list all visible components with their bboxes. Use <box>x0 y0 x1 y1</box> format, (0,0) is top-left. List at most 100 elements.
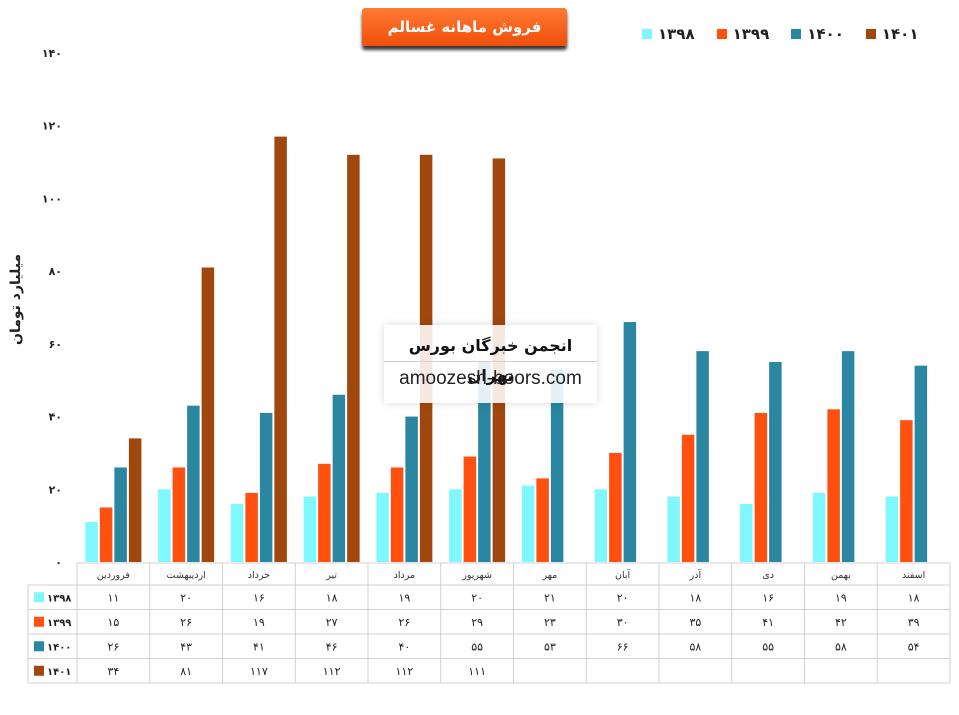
bar <box>230 503 244 562</box>
legend-item-1399: ۱۳۹۹ <box>716 25 769 43</box>
table-cell-value: ۱۸ <box>689 591 701 604</box>
bar <box>172 467 186 562</box>
bar <box>812 492 826 562</box>
y-tick-label: ۴۰ <box>49 411 62 424</box>
bar <box>536 478 549 562</box>
table-cell-value: ۴۱ <box>762 616 774 629</box>
bar-plot <box>85 136 928 563</box>
table-series-label: ۱۴۰۱ <box>47 667 71 678</box>
x-tick-label: آذر <box>689 568 702 581</box>
table-cell-value: ۴۲ <box>835 616 847 629</box>
table-series-label: ۱۳۹۸ <box>47 593 71 604</box>
bar <box>332 394 346 562</box>
table-cell-value: ۸۱ <box>180 665 192 678</box>
bar <box>274 136 287 562</box>
bar <box>754 412 768 562</box>
chart-title: فروش ماهانه غسالم <box>362 8 567 46</box>
table-cell-value: ۱۱ <box>107 591 119 604</box>
watermark-url: amoozesh-boors.com <box>399 368 582 389</box>
bar <box>478 362 491 562</box>
table-cell-value: ۱۶ <box>762 591 774 604</box>
bar <box>318 463 331 562</box>
legend-swatch-1401 <box>865 29 876 39</box>
table-cell-value: ۵۵ <box>762 640 774 653</box>
table-cell-value: ۴۶ <box>326 640 338 653</box>
table-cell-value: ۲۰ <box>180 591 192 604</box>
table-cell-value: ۲۰ <box>471 591 483 604</box>
bar <box>259 412 273 562</box>
bar <box>128 438 142 562</box>
x-tick-label: اردیبهشت <box>167 570 206 581</box>
table-cell-value: ۲۷ <box>326 616 338 629</box>
table-series-label: ۱۳۹۹ <box>47 618 71 629</box>
bar <box>158 489 171 562</box>
table-legend-swatch <box>34 616 44 627</box>
x-tick-label: مهر <box>542 570 558 581</box>
table-cell-value: ۴۱ <box>253 640 265 653</box>
bar <box>594 489 608 562</box>
table-series-label: ۱۴۰۰ <box>47 642 71 653</box>
y-tick-label: ۱۴۰ <box>42 47 62 60</box>
bar <box>900 420 913 562</box>
watermark: انجمن خبرگان بورس تهران amoozesh-boors.c… <box>384 325 597 403</box>
bar <box>376 492 389 562</box>
bar <box>85 522 98 562</box>
bar <box>769 362 782 562</box>
table-cell-value: ۲۱ <box>544 591 556 604</box>
bar <box>201 267 215 562</box>
table-cell-value: ۵۸ <box>689 640 701 653</box>
table-cell-value: ۵۸ <box>835 640 847 653</box>
y-tick-label: ۸۰ <box>49 265 62 278</box>
table-cell-value: ۱۶ <box>253 591 265 604</box>
table-cell-value: ۱۵ <box>107 616 119 629</box>
table-cell-value: ۲۶ <box>180 616 192 629</box>
bar <box>303 496 317 562</box>
y-axis-label: میلیارد تومان <box>8 253 24 345</box>
table-legend-swatch <box>34 665 44 676</box>
table-cell-value: ۱۱۲ <box>323 665 341 678</box>
legend-swatch-1398 <box>642 29 652 39</box>
table-legend-swatch <box>34 592 44 603</box>
table-cell-value: ۱۱۷ <box>250 665 268 678</box>
legend-swatch-1399 <box>716 29 727 39</box>
table-cell-value: ۴۳ <box>180 640 192 653</box>
bar <box>114 467 127 562</box>
x-tick-label: آبان <box>615 568 631 581</box>
bar <box>187 405 200 562</box>
y-tick-label: ۱۰۰ <box>42 192 62 205</box>
table-cell-value: ۲۳ <box>544 616 556 629</box>
y-tick-label: ۲۰ <box>49 483 62 496</box>
table-cell-value: ۱۱۲ <box>396 665 414 678</box>
bar <box>885 496 899 562</box>
bar <box>681 434 695 562</box>
table-cell-value: ۵۵ <box>471 640 483 653</box>
legend-item-1400: ۱۴۰۰ <box>791 25 844 43</box>
legend-item-1401: ۱۴۰۱ <box>865 25 919 43</box>
table-cell-value: ۱۹ <box>253 616 265 629</box>
legend: ۱۳۹۸ ۱۳۹۹ ۱۴۰۰ ۱۴۰۱ <box>642 25 919 43</box>
bar <box>550 369 564 562</box>
bar <box>405 416 418 562</box>
x-tick-label: فروردین <box>97 570 130 581</box>
bar <box>609 452 622 562</box>
x-tick-label: تیر <box>325 570 337 581</box>
legend-swatch-1400 <box>791 29 802 39</box>
legend-label-1400: ۱۴۰۰ <box>807 25 844 43</box>
data-table: فروردین اردیبهشت خرداد تیر مرداد شهریور مهر آبا… <box>27 562 951 684</box>
bar <box>623 322 637 562</box>
legend-item-1398: ۱۳۹۸ <box>642 25 695 43</box>
table-cell-value: ۵۴ <box>908 640 920 653</box>
table-cell-value: ۳۹ <box>908 616 920 629</box>
table-cell-value: ۱۱۱ <box>468 665 486 678</box>
bar <box>914 365 928 562</box>
x-tick-label: شهریور <box>461 570 492 581</box>
x-tick-label: خرداد <box>248 570 270 581</box>
bar <box>463 456 477 562</box>
table-cell-value: ۳۴ <box>107 665 119 678</box>
table-cell-value: ۳۰ <box>617 616 629 629</box>
bar <box>841 351 855 562</box>
table-cell-value: ۲۶ <box>398 616 410 629</box>
legend-label-1401: ۱۴۰۱ <box>881 25 919 43</box>
bar <box>449 489 462 562</box>
